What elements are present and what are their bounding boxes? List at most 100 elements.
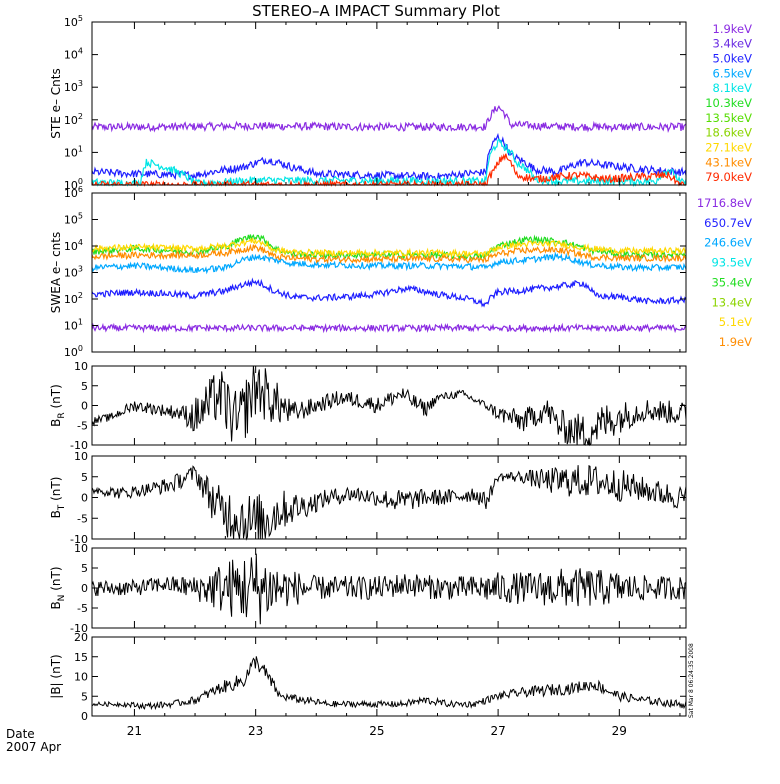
timestamp-stamp: Sat Mar 8 06:24:35 2008	[688, 643, 695, 718]
panel-1-series-1-line	[91, 104, 687, 134]
panel-4-ytick-label: -10	[70, 533, 88, 546]
panel-2-ytick-label: 102	[64, 291, 83, 306]
panel-2-series-5-line	[91, 237, 687, 259]
panel-2-ytick-label: 106	[64, 185, 83, 200]
panel-4-ylabel: BT (nT)	[49, 477, 67, 519]
panel-1-legend-item: 10.3keV	[705, 96, 752, 110]
panel-2-ytick-exponent: 4	[78, 238, 83, 247]
panel-5-ytick-label: 10	[74, 542, 88, 555]
panel-2-legend-item: 5.1eV	[719, 315, 752, 329]
panel-5-ylabel: BN (nT)	[49, 566, 67, 609]
panel-2-legend-item: 13.4eV	[711, 295, 752, 309]
x-axis-day-label: 21	[127, 724, 142, 738]
panel-1-ytick-label: 103	[64, 79, 83, 94]
panel-6-ylabel: |B| (nT)	[49, 654, 63, 698]
panel-1-ytick-label: 102	[64, 112, 83, 127]
panel-2-legend-item: 650.7eV	[704, 216, 752, 230]
panel-1-legend-item: 1.9keV	[713, 22, 753, 36]
panel-2-series-6-line	[91, 243, 687, 265]
panel-1-legend-item: 3.4keV	[713, 37, 753, 51]
date-label: Date	[6, 727, 35, 741]
panel-1-frame	[91, 21, 687, 186]
panel-2-legend-item: 1716.8eV	[697, 196, 752, 210]
panel-1-ytick-exponent: 3	[78, 79, 83, 88]
panel-2-legend-item: 1.9eV	[719, 335, 752, 349]
panel-3-ytick-label: 10	[74, 360, 88, 373]
panel-6-ytick-label: 15	[74, 651, 88, 664]
panel-6-ytick-label: 10	[74, 671, 88, 684]
panel-4-ylabel-subscript: T	[57, 504, 67, 511]
panel-2-legend-item: 93.5eV	[711, 256, 752, 270]
panel-2-ytick-exponent: 6	[78, 185, 83, 194]
panel-3-ytick-label: -5	[77, 419, 88, 432]
panel-2-ytick-exponent: 2	[78, 291, 83, 300]
panel-1-ytick-exponent: 0	[78, 177, 83, 186]
panel-2-ytick-label: 101	[64, 318, 83, 333]
panel-1-legend-item: 6.5keV	[713, 66, 753, 80]
panel-1-legend-item: 5.0keV	[713, 52, 753, 66]
plot-title: STEREO–A IMPACT Summary Plot	[252, 2, 500, 20]
panel-2-ytick-label: 105	[64, 212, 83, 227]
panel-3-ytick-label: 0	[81, 400, 88, 413]
panel-4-frame	[91, 455, 687, 540]
panel-2-legend-item: 246.6eV	[704, 236, 752, 250]
panel-1-ylabel: STE e– Cnts	[49, 68, 63, 138]
panel-3-ylabel-subscript: R	[57, 412, 67, 418]
panel-5-ytick-label: -10	[70, 622, 88, 635]
panel-5-ylabel-units: (nT)	[49, 566, 63, 594]
panel-5-ytick-label: -5	[77, 602, 88, 615]
panel-1-legend-item: 43.1keV	[705, 155, 752, 169]
panel-6-series-1-line	[91, 656, 687, 711]
panel-1-ytick-label: 104	[64, 47, 83, 62]
panel-2-series-1-line	[91, 322, 687, 334]
panel-2-series-3-line	[91, 251, 687, 275]
panel-2-ytick-exponent: 3	[78, 265, 83, 274]
panel-5-ytick-label: 0	[81, 582, 88, 595]
x-axis-day-label: 27	[490, 724, 505, 738]
panel-6-ytick-label: 0	[81, 710, 88, 723]
panel-1-ytick-exponent: 2	[78, 112, 83, 121]
panel-3-ytick-label: 5	[81, 380, 88, 393]
panel-5-ylabel-subscript: N	[57, 595, 67, 602]
panel-5-ytick-label: 5	[81, 562, 88, 575]
panel-2-ytick-label: 104	[64, 238, 83, 253]
panel-2-ytick-exponent: 0	[78, 344, 83, 353]
panel-5-series-1-line	[91, 553, 687, 625]
panel-4-ytick-label: 5	[81, 471, 88, 484]
x-axis-day-label: 23	[248, 724, 263, 738]
panel-1-legend-item: 79.0keV	[705, 170, 752, 184]
panel-4-ytick-label: 10	[74, 450, 88, 463]
panel-2-ytick-exponent: 5	[78, 212, 83, 221]
panel-2-legend-item: 35.4eV	[711, 275, 752, 289]
panel-2-ytick-label: 100	[64, 344, 83, 359]
panel-1-ytick-label: 105	[64, 14, 83, 29]
panel-1-ytick-label: 101	[64, 144, 83, 159]
panel-3-series-1-line	[91, 365, 687, 447]
panel-1-ytick-exponent: 4	[78, 47, 83, 56]
panel-1-ytick-exponent: 1	[78, 144, 83, 153]
panel-1-series-2-line	[91, 132, 687, 182]
panel-1-legend-item: 13.5keV	[705, 111, 752, 125]
panel-4-ytick-label: -5	[77, 512, 88, 525]
x-axis-day-label: 29	[612, 724, 627, 738]
panel-3-ytick-label: -10	[70, 439, 88, 452]
panel-1-legend-item: 8.1keV	[713, 81, 753, 95]
panel-2-ylabel: SWEA e– cnts	[49, 232, 63, 313]
panel-3-ylabel-units: (nT)	[49, 384, 63, 412]
panel-4-series-1-line	[91, 465, 687, 541]
panel-1-ytick-exponent: 5	[78, 14, 83, 23]
date-value: 2007 Apr	[6, 740, 61, 754]
panel-1-series-3-line	[91, 138, 687, 188]
panel-2-ytick-label: 103	[64, 265, 83, 280]
panel-4-ylabel-units: (nT)	[49, 477, 63, 505]
panel-6-ytick-label: 5	[81, 690, 88, 703]
panel-2-series-2-line	[91, 277, 687, 308]
panel-6-ytick-label: 20	[74, 631, 88, 644]
panel-2-ytick-exponent: 1	[78, 318, 83, 327]
x-axis-day-label: 25	[369, 724, 384, 738]
panel-4-ytick-label: 0	[81, 492, 88, 505]
panel-3-ylabel: BR (nT)	[49, 384, 67, 427]
